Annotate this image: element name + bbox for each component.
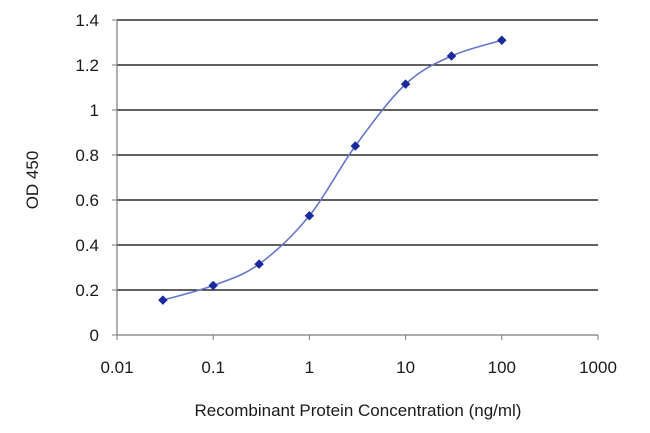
- y-tick-label-5: 1: [90, 101, 99, 120]
- data-point-3: [304, 210, 315, 221]
- x-tick-label-0: 0.01: [100, 358, 133, 377]
- y-tick-labels: 0 0.2 0.4 0.6 0.8 1 1.2 1.4: [75, 11, 99, 345]
- data-point-4: [350, 141, 361, 151]
- x-tick-label-3: 10: [396, 358, 415, 377]
- y-tick-label-0: 0: [90, 326, 99, 345]
- data-point-6: [446, 51, 457, 61]
- x-tick-label-1: 0.1: [201, 358, 225, 377]
- data-point-5: [400, 79, 411, 89]
- y-tick-label-4: 0.8: [75, 146, 99, 165]
- gridlines: [117, 19, 598, 291]
- axes: [112, 19, 599, 340]
- x-tick-label-2: 1: [305, 358, 314, 377]
- y-axis-title: OD 450: [23, 151, 42, 210]
- y-tick-label-3: 0.6: [75, 191, 99, 210]
- y-tick-label-2: 0.4: [75, 236, 99, 255]
- fitted-curve-line: [162, 39, 503, 301]
- x-tick-labels: 0.01 0.1 1 10 100 1000: [100, 358, 616, 377]
- data-point-7: [496, 35, 507, 46]
- data-points: [158, 35, 507, 305]
- data-point-2: [254, 259, 264, 269]
- x-tick-label-5: 1000: [579, 358, 617, 377]
- data-point-0: [158, 295, 168, 305]
- y-tick-label-6: 1.2: [75, 56, 99, 75]
- x-axis-title: Recombinant Protein Concentration (ng/ml…: [195, 401, 522, 420]
- y-tick-label-7: 1.4: [75, 11, 99, 30]
- x-tick-label-4: 100: [488, 358, 516, 377]
- y-tick-label-1: 0.2: [75, 281, 99, 300]
- data-point-1: [208, 280, 219, 291]
